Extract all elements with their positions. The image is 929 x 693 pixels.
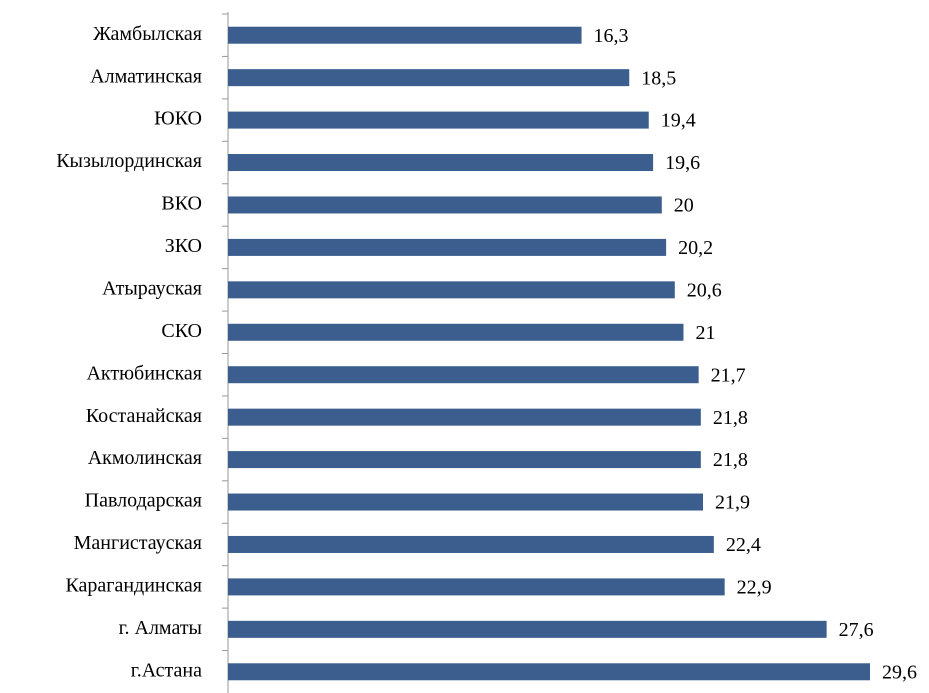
bar [228,493,703,511]
value-label: 21,8 [713,449,748,471]
category-label: Карагандинская [65,575,202,597]
value-label: 21,7 [711,364,746,386]
category-label: ЗКО [165,235,202,257]
value-label: 21,8 [713,407,748,429]
bar [228,663,870,681]
bar [228,578,725,596]
value-label: 21,9 [715,492,750,514]
value-label: 18,5 [641,67,676,89]
category-label: Атырауская [102,277,202,299]
category-label: Алматинская [90,65,202,87]
value-label: 20 [674,195,694,217]
bar [228,451,701,469]
bar [228,238,667,256]
bar [228,111,649,129]
category-label: Павлодарская [85,490,202,512]
category-label: г. Алматы [119,617,202,639]
value-label: 16,3 [594,25,629,47]
value-label: 20,6 [687,279,722,301]
category-label: Акмолинская [88,447,202,469]
category-label: г.Астана [131,659,202,681]
category-label: Кызылординская [56,150,202,172]
category-label: СКО [161,320,202,342]
bar [228,620,827,638]
bar [228,408,701,426]
value-label: 21 [695,322,715,344]
bar [228,69,630,87]
bar [228,281,675,299]
bar [228,323,684,341]
value-label: 19,4 [661,110,696,132]
category-label: Актюбинская [86,362,202,384]
value-label: 22,9 [737,577,772,599]
bar [228,26,582,44]
bar [228,535,714,553]
category-label: ВКО [161,193,202,215]
value-label: 19,6 [665,152,700,174]
value-label: 22,4 [726,534,761,556]
category-label: ЮКО [154,108,202,130]
value-label: 20,2 [678,237,713,259]
bar [228,366,699,384]
category-label: Костанайская [86,405,202,427]
category-label: Мангистауская [74,532,202,554]
value-label: 29,6 [882,661,917,683]
bar [228,154,654,172]
bar [228,196,662,214]
value-label: 27,6 [839,619,874,641]
category-label: Жамбылская [93,23,202,45]
